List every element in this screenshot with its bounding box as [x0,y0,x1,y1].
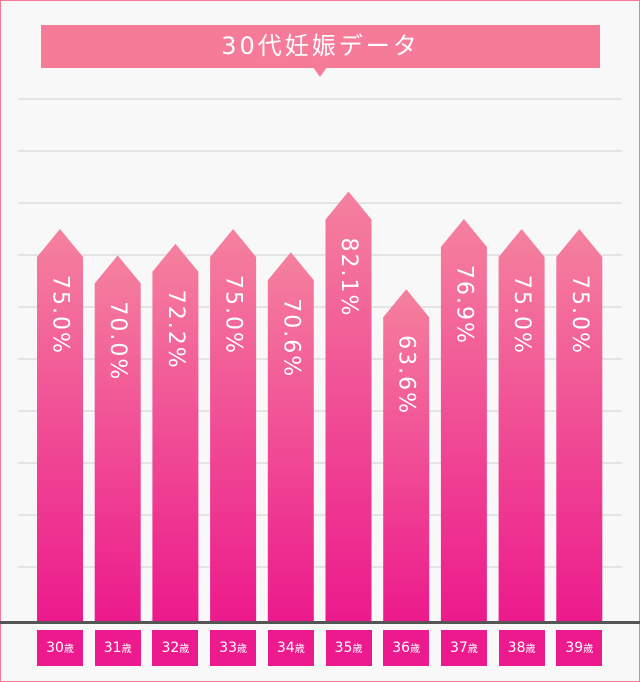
category-number: 35 [334,640,353,656]
bar [383,289,430,621]
category-number: 30 [46,640,64,656]
category-unit: 歳 [467,644,478,655]
title-pointer [313,67,327,77]
bar [325,191,372,621]
bar [440,218,487,621]
value-label: 82.1% [336,238,361,318]
bar [37,229,83,621]
category-unit: 歳 [179,644,190,655]
value-label: 70.6% [278,298,303,378]
category-label: 35歳 [325,630,372,666]
category-number: 33 [219,640,237,656]
value-label: 63.6% [394,335,419,415]
bar [94,255,141,621]
category-number: 36 [392,640,411,656]
category-number: 39 [565,640,584,656]
category-unit: 歳 [294,644,305,655]
bar [556,229,603,621]
value-label: 70.0% [105,301,130,381]
bar [267,252,314,621]
category-label: 34歳 [267,630,314,666]
value-label: 75.0% [48,275,73,355]
category-label: 32歳 [152,630,199,666]
category-unit: 歳 [63,644,74,655]
value-label: 72.2% [163,290,188,370]
value-label: 75.0% [509,275,534,355]
category-unit: 歳 [583,644,594,655]
category-number: 32 [161,640,180,656]
bar [152,243,199,621]
value-label: 75.0% [221,275,246,355]
chart-title: 30代妊娠データ [41,25,600,68]
category-unit: 歳 [237,644,247,655]
category-unit: 歳 [410,644,421,655]
category-unit: 歳 [121,644,132,655]
category-label: 36歳 [383,630,430,666]
bar [210,229,257,621]
category-unit: 歳 [525,644,536,655]
category-number: 38 [507,640,526,656]
value-label: 76.9% [451,265,476,345]
category-label: 37歳 [440,630,487,666]
category-label: 30歳 [37,630,83,666]
category-number: 34 [276,640,295,656]
category-label: 31歳 [94,630,141,666]
category-unit: 歳 [352,644,363,655]
category-number: 37 [449,640,468,656]
category-label: 39歳 [556,630,603,666]
category-label: 33歳 [210,630,257,666]
category-label: 38歳 [498,630,545,666]
bar [498,229,545,621]
category-number: 31 [103,640,122,656]
value-label: 75.0% [567,275,592,355]
